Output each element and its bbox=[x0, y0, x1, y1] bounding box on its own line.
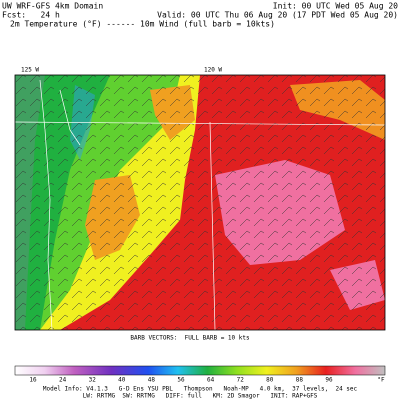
longitude-label: 125 W bbox=[21, 67, 39, 74]
colorbar-label: 80 bbox=[266, 377, 274, 384]
colorbar-label: 64 bbox=[207, 377, 215, 384]
forecast-hour: Fcst: 24 h bbox=[2, 11, 60, 20]
model-title: UW WRF-GFS 4km Domain bbox=[2, 2, 103, 11]
colorbar-label: 96 bbox=[325, 377, 333, 384]
colorbar-label: 56 bbox=[177, 377, 185, 384]
longitude-label: 120 W bbox=[204, 67, 222, 74]
field-description: 2m Temperature (°F) ------ 10m Wind (ful… bbox=[10, 20, 275, 29]
colorbar bbox=[14, 365, 386, 376]
colorbar-label: 88 bbox=[296, 377, 304, 384]
colorbar-label: 16 bbox=[29, 377, 37, 384]
colorbar-label: 72 bbox=[237, 377, 245, 384]
valid-time: Valid: 00 UTC Thu 06 Aug 20 (17 PDT Wed … bbox=[157, 11, 398, 20]
colorbar-label: 48 bbox=[148, 377, 156, 384]
colorbar-label: 40 bbox=[118, 377, 126, 384]
temperature-map bbox=[14, 74, 386, 331]
barb-note: BARB VECTORS: FULL BARB = 10 kts bbox=[130, 335, 250, 342]
model-info: Model Info: V4.1.3 G-D Ens YSU PBL Thomp… bbox=[43, 386, 358, 393]
init-time: Init: 00 UTC Wed 05 Aug 20 bbox=[273, 2, 398, 11]
physics-info: LW: RRTMG SW: RRTMG DIFF: full KM: 2D Sm… bbox=[83, 393, 318, 400]
colorbar-label: °F bbox=[377, 377, 385, 384]
colorbar-label: 24 bbox=[59, 377, 67, 384]
colorbar-label: 32 bbox=[89, 377, 97, 384]
